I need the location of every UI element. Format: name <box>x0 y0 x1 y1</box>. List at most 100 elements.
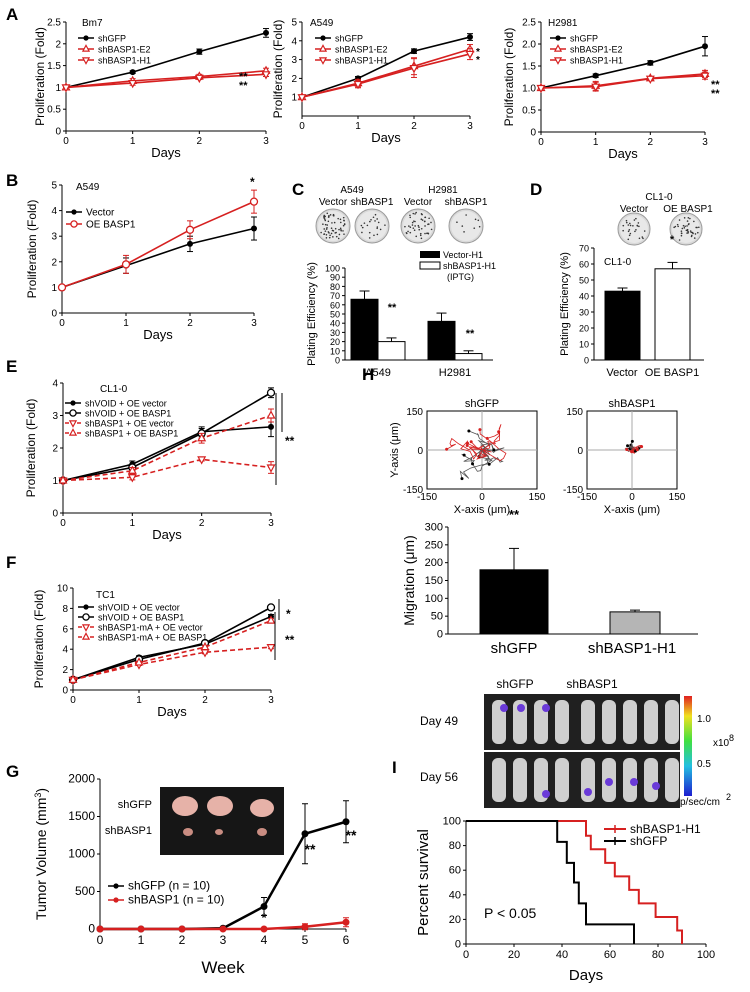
x-tick-label: Vector <box>606 367 638 379</box>
data-point <box>266 388 276 397</box>
colony <box>418 226 420 228</box>
chart-F: 0 1 2 3 0 2 4 6 8 10 Days Proliferation (Fold) TC1 sh… <box>32 584 295 720</box>
y-tick-label: 1 <box>55 83 61 94</box>
x-tick-label: 100 <box>697 949 715 961</box>
colony <box>627 238 630 241</box>
data-point <box>260 925 268 933</box>
x-tick-label: 0 <box>60 518 66 529</box>
data-point <box>194 74 204 84</box>
x-tick-label: -150 <box>417 492 437 503</box>
colony <box>326 212 329 215</box>
colony <box>419 232 422 235</box>
annotation: * <box>476 47 480 58</box>
colony-dish <box>315 208 351 244</box>
colony <box>622 229 624 232</box>
y-tick-label: 1 <box>52 476 58 487</box>
cell-track <box>460 440 483 460</box>
x-tick-label: 0 <box>463 949 469 961</box>
colony <box>633 219 636 221</box>
x-tick-label: 0 <box>299 121 305 132</box>
data-point <box>536 84 546 94</box>
annotation: ** <box>239 80 248 92</box>
imaging-row-label: Day 49 <box>420 714 458 728</box>
y-tick-label: 0.5 <box>522 106 536 117</box>
chart-E: 0 1 2 3 0 1 2 3 4 Days Proliferation (Fold) CL1-0 sh… <box>24 379 295 543</box>
signal <box>584 788 592 796</box>
data-point <box>81 57 91 65</box>
y-tick-label: 0 <box>530 128 536 139</box>
colony <box>625 219 628 222</box>
colony <box>686 220 689 222</box>
x-tick-label: 1 <box>130 136 136 147</box>
y-tick-label: 50 <box>579 276 589 286</box>
chart-title: shGFP <box>465 398 499 410</box>
colony <box>421 219 424 221</box>
colony <box>674 225 677 228</box>
signal <box>542 790 550 798</box>
chart-B: 0 1 2 3 0 1 2 3 4 5 Days Proliferation (Fold) A549 Ve… <box>25 175 259 342</box>
legend-label: shBASP1 (n = 10) <box>128 893 224 907</box>
panel-letter-G: G <box>6 762 19 781</box>
colony <box>686 229 689 232</box>
y-tick-label: 150 <box>566 407 583 418</box>
colony <box>324 223 327 226</box>
annotation: * <box>250 175 255 189</box>
x-tick-label: 150 <box>529 492 546 503</box>
colony <box>682 224 685 227</box>
colony <box>634 230 636 233</box>
data-point <box>121 260 131 269</box>
colony <box>683 217 686 219</box>
mouse <box>644 758 658 802</box>
colony <box>681 227 684 230</box>
bar <box>654 268 691 361</box>
y-tick-label: 1500 <box>68 809 95 823</box>
series-line <box>62 414 272 482</box>
legend-label: (IPTG) <box>447 272 474 282</box>
x-tick-label: H2981 <box>439 367 471 379</box>
chart-A1: 0 1 2 3 0 0.5 1 1.5 2 2.5 Days Proliferation (Fold)… <box>33 18 271 160</box>
data-point <box>57 283 67 292</box>
mouse <box>644 700 658 744</box>
mouse <box>492 758 506 802</box>
x-tick-label: 2 <box>411 121 417 132</box>
y-tick-label: 30 <box>579 308 589 318</box>
data-point <box>555 35 561 41</box>
track-end <box>471 462 475 466</box>
data-point <box>249 197 259 206</box>
data-point <box>129 69 136 76</box>
colony <box>412 227 415 229</box>
dish-group-label: CL1-0 <box>645 192 673 203</box>
y-tick-label: 0 <box>88 922 95 936</box>
legend-label: shBASP1-E2 <box>335 45 388 55</box>
colony <box>374 213 377 216</box>
y-tick-label: 0 <box>417 446 423 457</box>
colony <box>680 230 683 232</box>
x-tick-label: shBASP1-H1 <box>588 640 676 657</box>
x-tick-label: 6 <box>343 933 350 947</box>
series-line <box>65 73 267 89</box>
colony <box>337 237 340 240</box>
x-tick-label: 0 <box>479 492 485 503</box>
y-tick-label: 4 <box>52 379 58 390</box>
y-tick-label: 50 <box>330 310 340 320</box>
colony <box>342 216 345 219</box>
colony <box>331 229 334 232</box>
colony <box>413 229 416 232</box>
x-tick-label: 0 <box>97 933 104 947</box>
imaging-column-label: shBASP1 <box>566 677 618 691</box>
chart-A2: 0 1 2 3 1 2 3 4 5 Days Proliferation (Fold) A549shG… <box>271 18 480 146</box>
photo-label: shBASP1 <box>105 825 152 837</box>
x-tick-label: 3 <box>263 136 269 147</box>
y-tick-label: 8 <box>62 604 68 615</box>
annotation: ** <box>239 71 248 83</box>
colony <box>641 236 644 238</box>
colony <box>376 227 378 230</box>
colony <box>360 224 363 227</box>
colony <box>329 214 332 216</box>
data-point <box>61 84 71 93</box>
data-point <box>266 644 276 653</box>
colony <box>324 215 326 218</box>
dish-group-label: A549 <box>340 185 364 196</box>
x-tick-label: 4 <box>261 933 268 947</box>
